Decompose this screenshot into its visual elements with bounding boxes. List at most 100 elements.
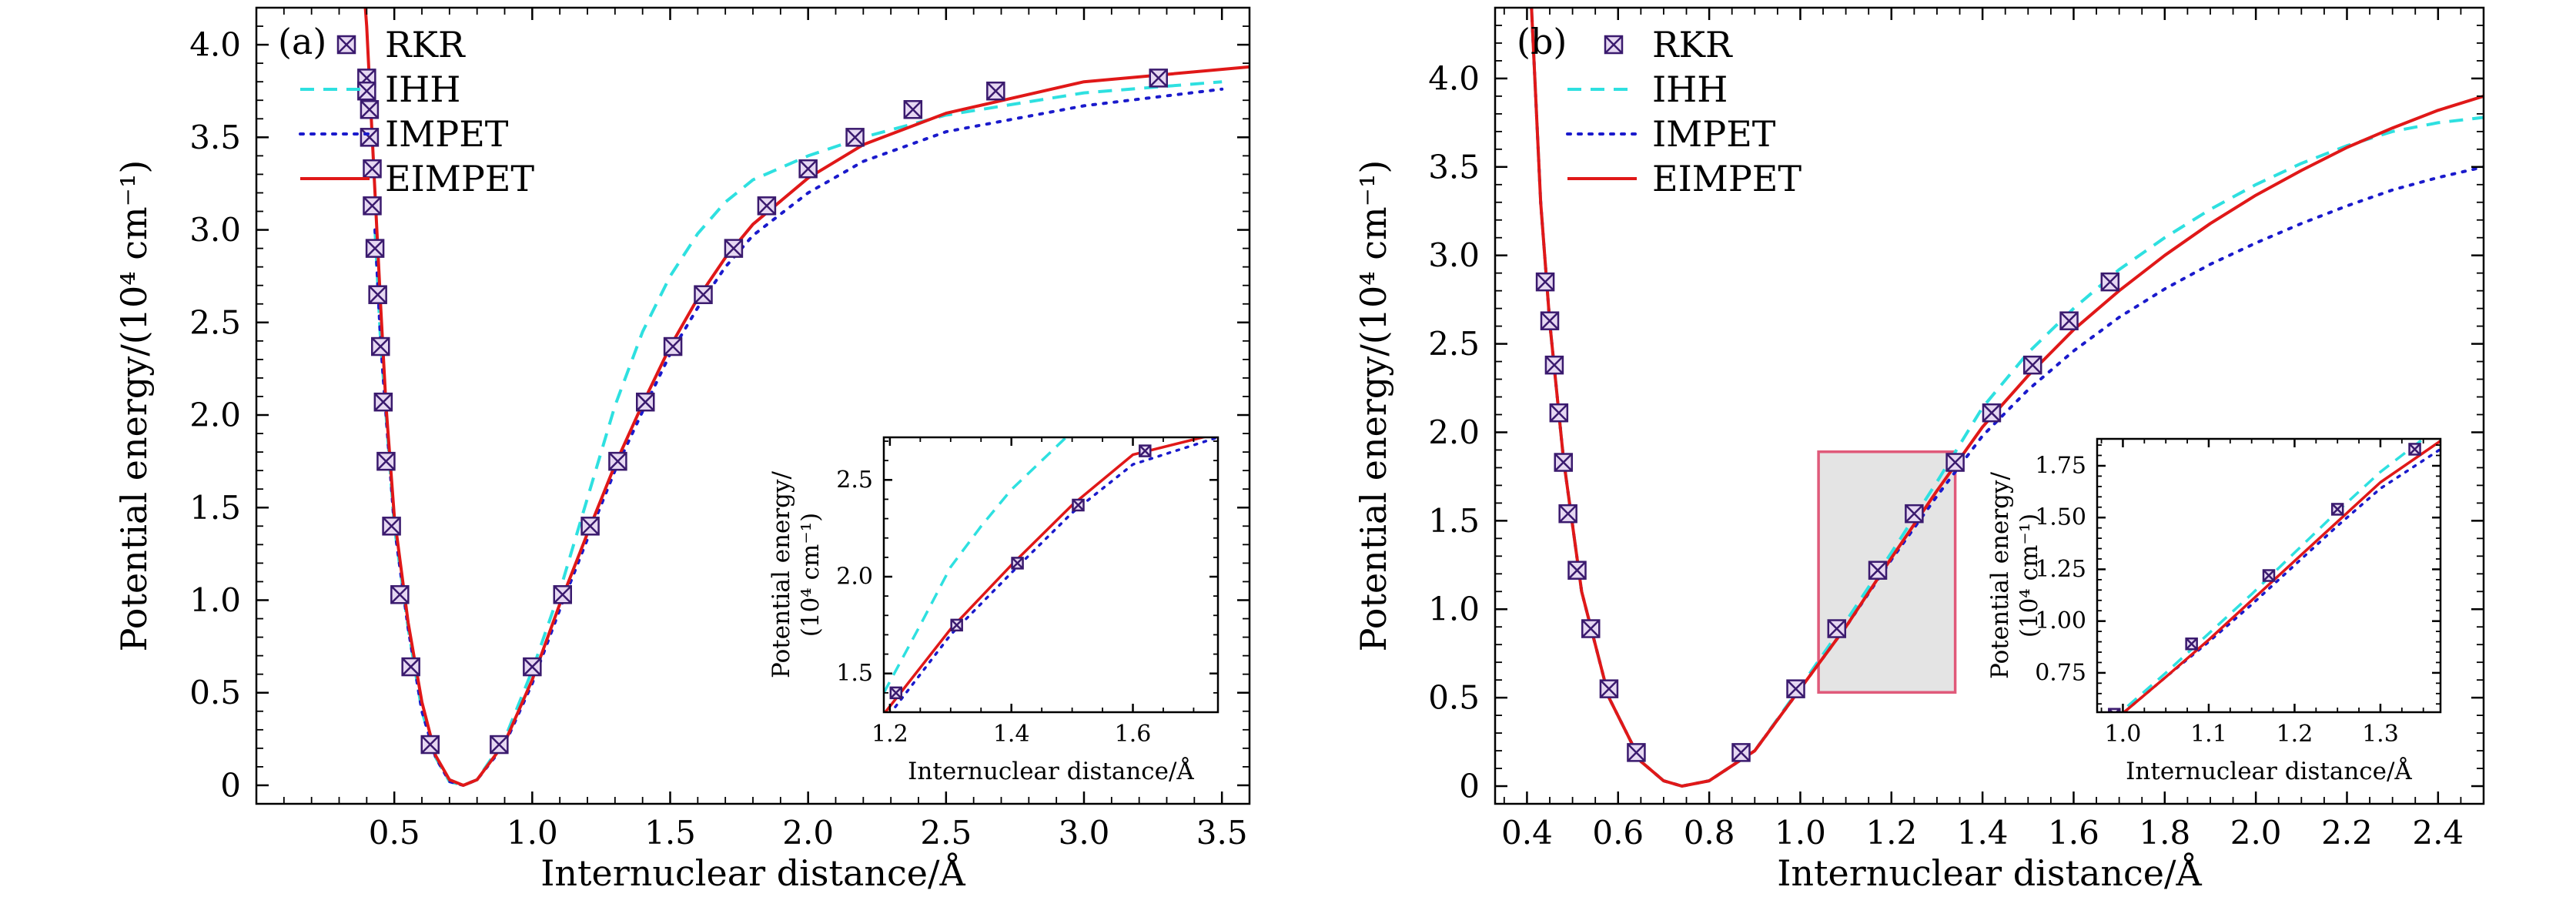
b-legend-label: EIMPET	[1652, 158, 1802, 199]
a-inset-rkr-point-4	[1139, 444, 1152, 457]
a-rkr-point-19	[608, 451, 627, 471]
a-rkr-point-22	[694, 285, 713, 304]
a-inset-plot-area	[884, 437, 1218, 712]
b-x-tick-label: 0.4	[1501, 814, 1553, 852]
b-x-tick-label: 0.8	[1684, 814, 1735, 852]
a-rkr-point-cross	[357, 82, 376, 101]
b-rkr-point-cross	[1905, 504, 1924, 524]
a-rkr-point-cross	[371, 337, 390, 356]
b-inset-rkr-point-cross	[2263, 569, 2275, 582]
a-plot-series	[357, 8, 1250, 787]
panel-b-inset-chart: 1.0 1.1 1.2 1.3 0.75 1.00 1.25 1.50 1.75 Internuc…	[1986, 437, 2442, 785]
a-inset-x-tick-label: 1.2	[871, 721, 908, 748]
b-rkr-point-cross	[1558, 504, 1577, 524]
b-rkr-point-cross	[1786, 679, 1805, 698]
a-inset-rkr-point-1	[950, 618, 963, 632]
b-x-axis-title: Internuclear distance/Å	[1777, 852, 2202, 894]
a-rkr-point-25	[798, 159, 818, 179]
a-rkr-point-15	[490, 735, 509, 755]
a-rkr-point-9	[373, 392, 393, 412]
a-x-tick-label: 1.0	[507, 814, 558, 852]
b-rkr-point-cross	[1627, 743, 1646, 762]
a-rkr-point-20	[636, 392, 655, 412]
a-inset-rkr-point-0	[889, 686, 903, 700]
b-rkr-point-17	[2022, 355, 2042, 375]
b-legend-label: IHH	[1652, 69, 1728, 110]
a-rkr-point-cross	[366, 239, 384, 258]
a-rkr-point-cross	[490, 735, 509, 754]
a-y-axis-title: Potential energy/(10⁴ cm⁻¹)	[113, 160, 155, 652]
a-rkr-point-cross	[363, 159, 382, 179]
a-rkr-point-2	[360, 100, 380, 119]
a-rkr-point-10	[376, 451, 396, 471]
a-inset-x-tick-label: 1.6	[1115, 721, 1152, 748]
b-inset-rkr-point-cross	[2185, 638, 2198, 651]
a-y-tick-label: 2.5	[189, 303, 241, 341]
a-rkr-point-cross	[420, 735, 440, 754]
a-x-tick-label: 3.0	[1059, 814, 1110, 852]
a-inset-axes-frame	[882, 436, 1219, 714]
b-rkr-point-2	[1544, 355, 1564, 375]
a-rkr-point-cross	[1149, 69, 1168, 88]
b-x-tick-label: 1.6	[2048, 814, 2099, 852]
a-x-tick-label: 2.5	[920, 814, 972, 852]
a-legend-label: IHH	[385, 69, 460, 110]
a-x-tick-label: 3.5	[1196, 814, 1248, 852]
a-inset-plot-series	[884, 437, 1218, 712]
a-panel-label: (a)	[278, 21, 326, 62]
b-x-tick-label: 0.6	[1592, 814, 1644, 852]
b-rkr-point-13	[1868, 561, 1888, 580]
b-y-tick-label: 1.5	[1428, 502, 1480, 540]
b-rkr-point-1	[1540, 311, 1560, 330]
b-inset-y-tick-label: 1.50	[2035, 504, 2086, 531]
b-rkr-point-12	[1827, 619, 1847, 638]
b-inset-rkr-point-2	[2262, 569, 2276, 582]
b-inset-rkr-point-0	[2108, 708, 2121, 712]
b-inset-y-tick-label: 1.00	[2035, 607, 2086, 634]
b-inset-axes-frame	[2096, 437, 2442, 714]
a-rkr-point-21	[663, 336, 683, 356]
b-y-tick-label: 1.0	[1428, 591, 1480, 628]
b-y-tick-label: 3.5	[1428, 148, 1480, 186]
b-inset-y-tick-label: 1.25	[2035, 556, 2086, 583]
a-x-tick-label: 1.5	[644, 814, 696, 852]
b-rkr-point-18	[2059, 311, 2079, 330]
a-legend-label: RKR	[385, 24, 466, 65]
b-rkr-point-cross	[2023, 356, 2042, 375]
a-rkr-point-cross	[903, 100, 922, 119]
a-rkr-point-14	[420, 735, 440, 755]
a-rkr-point-27	[903, 100, 923, 119]
b-legend-entry-impet: IMPET	[1566, 113, 1776, 155]
b-rkr-point-15	[1945, 453, 1965, 472]
a-inset-series-impet-line	[889, 437, 1218, 712]
b-y-tick-label: 3.0	[1428, 236, 1480, 274]
b-y-tick-label: 0	[1459, 768, 1480, 805]
b-y-tick-label: 2.5	[1428, 325, 1480, 363]
a-rkr-point-cross	[368, 285, 387, 304]
a-rkr-point-cross	[382, 517, 401, 536]
a-rkr-point-cross	[373, 393, 393, 412]
a-legend-entry-rkr: RKR	[336, 24, 466, 65]
a-rkr-point-cross	[758, 196, 776, 216]
a-y-tick-label: 0.5	[189, 674, 241, 711]
a-rkr-point-11	[382, 517, 401, 536]
b-y-axis-title: Potential energy/(10⁴ cm⁻¹)	[1353, 160, 1394, 652]
a-y-tick-label: 4.0	[189, 26, 241, 64]
a-rkr-point-13	[401, 657, 420, 677]
b-rkr-point-8	[1599, 679, 1619, 698]
b-rkr-point-5	[1558, 504, 1577, 524]
b-rkr-point-6	[1567, 561, 1587, 580]
b-rkr-point-cross	[1549, 403, 1568, 423]
a-rkr-point-28	[986, 81, 1005, 101]
b-rkr-point-cross	[1731, 743, 1751, 762]
b-inset-y-tick-label: 1.75	[2035, 452, 2086, 479]
a-rkr-point-cross	[553, 585, 572, 604]
b-inset-y-tick-label: 0.75	[2035, 659, 2086, 686]
b-rkr-point-cross	[1982, 403, 2001, 423]
a-inset-x-axis-title: Internuclear distance/Å	[908, 756, 1194, 785]
a-rkr-point-cross	[608, 452, 627, 471]
b-inset-y-axis-title-line: Potential energy/	[1986, 471, 2014, 678]
a-rkr-point-16	[523, 657, 542, 677]
b-rkr-point-cross	[1827, 619, 1846, 638]
b-inset-x-tick-label: 1.1	[2190, 721, 2227, 748]
